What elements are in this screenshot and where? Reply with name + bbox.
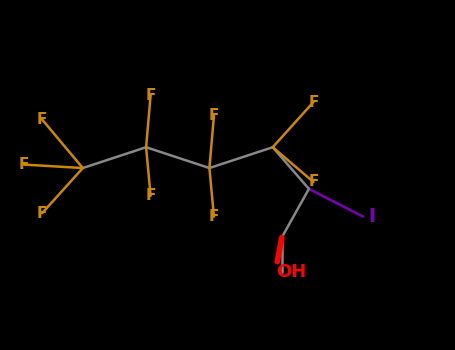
Text: F: F (308, 94, 318, 110)
Text: I: I (369, 207, 376, 226)
Text: F: F (209, 209, 219, 224)
Text: F: F (37, 206, 47, 221)
Text: F: F (37, 112, 47, 127)
Text: OH: OH (276, 263, 306, 281)
Text: F: F (308, 174, 318, 189)
Text: F: F (146, 188, 156, 203)
Text: F: F (209, 108, 219, 124)
Text: F: F (146, 88, 156, 103)
Text: F: F (19, 157, 29, 172)
